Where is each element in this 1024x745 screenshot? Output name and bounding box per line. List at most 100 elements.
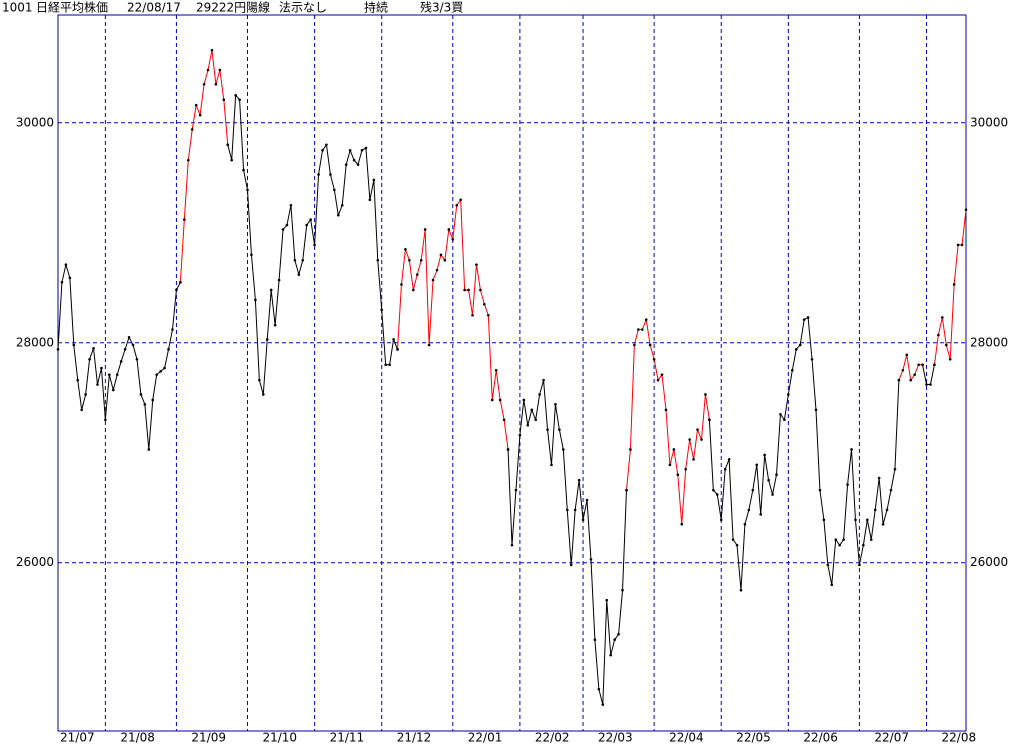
data-point xyxy=(419,258,423,262)
data-point xyxy=(514,488,518,492)
header-text: 22/08/17 xyxy=(127,1,181,15)
data-point xyxy=(763,453,766,457)
line-piece xyxy=(922,364,935,386)
data-point xyxy=(842,538,845,541)
data-point xyxy=(427,343,431,347)
data-point xyxy=(818,488,822,492)
data-point xyxy=(617,632,620,636)
data-point xyxy=(443,258,447,262)
data-point xyxy=(80,408,83,412)
data-point xyxy=(439,253,443,257)
data-point xyxy=(933,363,936,367)
data-point xyxy=(652,357,656,361)
data-point xyxy=(400,283,403,286)
data-point xyxy=(581,518,585,522)
plot-frame xyxy=(57,14,967,732)
data-point xyxy=(869,538,873,541)
data-point xyxy=(668,463,672,467)
data-point xyxy=(905,353,909,357)
data-point xyxy=(684,467,688,471)
data-point xyxy=(388,363,391,367)
data-point xyxy=(76,378,80,382)
data-point xyxy=(250,253,253,257)
data-point xyxy=(526,423,530,427)
data-point xyxy=(490,398,494,402)
data-point xyxy=(692,458,695,461)
data-point xyxy=(463,288,466,292)
data-point xyxy=(585,498,589,502)
data-point xyxy=(356,163,360,166)
data-point xyxy=(648,343,652,347)
data-point xyxy=(558,428,561,431)
header-text: 持続 xyxy=(364,0,388,15)
data-point xyxy=(60,280,64,284)
x-tick-label: 22/06 xyxy=(803,731,838,745)
data-point xyxy=(119,360,123,363)
data-point xyxy=(633,343,636,347)
data-point xyxy=(242,168,245,172)
header-text: 残3/3買 xyxy=(420,1,463,15)
y-tick-label-right: 28000 xyxy=(970,335,1008,349)
y-tick-label: 28000 xyxy=(16,335,54,349)
data-point xyxy=(794,348,798,351)
data-point xyxy=(550,463,553,467)
data-point xyxy=(360,148,364,152)
data-point xyxy=(542,378,545,382)
data-point xyxy=(190,128,194,131)
data-point xyxy=(333,188,336,192)
x-tick-label: 22/03 xyxy=(598,731,633,745)
data-point xyxy=(305,223,309,227)
data-point xyxy=(885,508,889,512)
data-point xyxy=(510,543,514,547)
data-point xyxy=(234,93,237,97)
data-point xyxy=(352,158,356,162)
data-point xyxy=(202,82,206,86)
data-point xyxy=(479,288,482,292)
data-point xyxy=(131,343,135,347)
data-point xyxy=(186,158,190,162)
data-point xyxy=(609,653,612,657)
data-point xyxy=(317,173,320,176)
data-point xyxy=(329,173,332,176)
data-point xyxy=(163,366,166,370)
data-point xyxy=(404,247,407,251)
data-point xyxy=(921,363,924,367)
data-point xyxy=(719,518,723,522)
data-point xyxy=(952,283,956,286)
data-point xyxy=(408,258,411,262)
data-point xyxy=(293,258,297,262)
data-point xyxy=(277,278,281,282)
x-tick-label: 22/05 xyxy=(736,731,771,745)
data-point xyxy=(881,522,885,526)
data-point xyxy=(123,348,127,351)
data-point xyxy=(127,335,131,339)
data-point xyxy=(727,458,731,461)
x-tick-label: 21/11 xyxy=(330,731,365,745)
data-point xyxy=(810,357,814,361)
data-point xyxy=(723,467,727,471)
y-tick-label-right: 26000 xyxy=(970,555,1008,569)
data-point xyxy=(850,448,853,451)
data-point xyxy=(108,373,111,376)
data-point xyxy=(664,408,668,412)
data-point xyxy=(179,280,182,284)
data-point xyxy=(901,368,905,372)
data-point xyxy=(483,302,486,306)
data-point xyxy=(412,288,415,292)
data-point xyxy=(84,393,87,396)
data-point xyxy=(656,378,660,382)
header-text: 陽線 xyxy=(246,0,270,15)
data-point xyxy=(285,223,289,227)
data-point xyxy=(846,483,849,486)
data-point xyxy=(254,298,257,302)
data-point xyxy=(297,273,301,276)
data-point xyxy=(771,493,774,496)
data-point xyxy=(680,522,684,526)
data-point xyxy=(68,276,72,280)
data-point xyxy=(625,488,628,492)
data-point xyxy=(423,228,427,231)
data-point xyxy=(104,418,107,422)
data-point xyxy=(712,488,715,492)
data-point xyxy=(396,348,399,351)
data-point xyxy=(660,373,664,376)
